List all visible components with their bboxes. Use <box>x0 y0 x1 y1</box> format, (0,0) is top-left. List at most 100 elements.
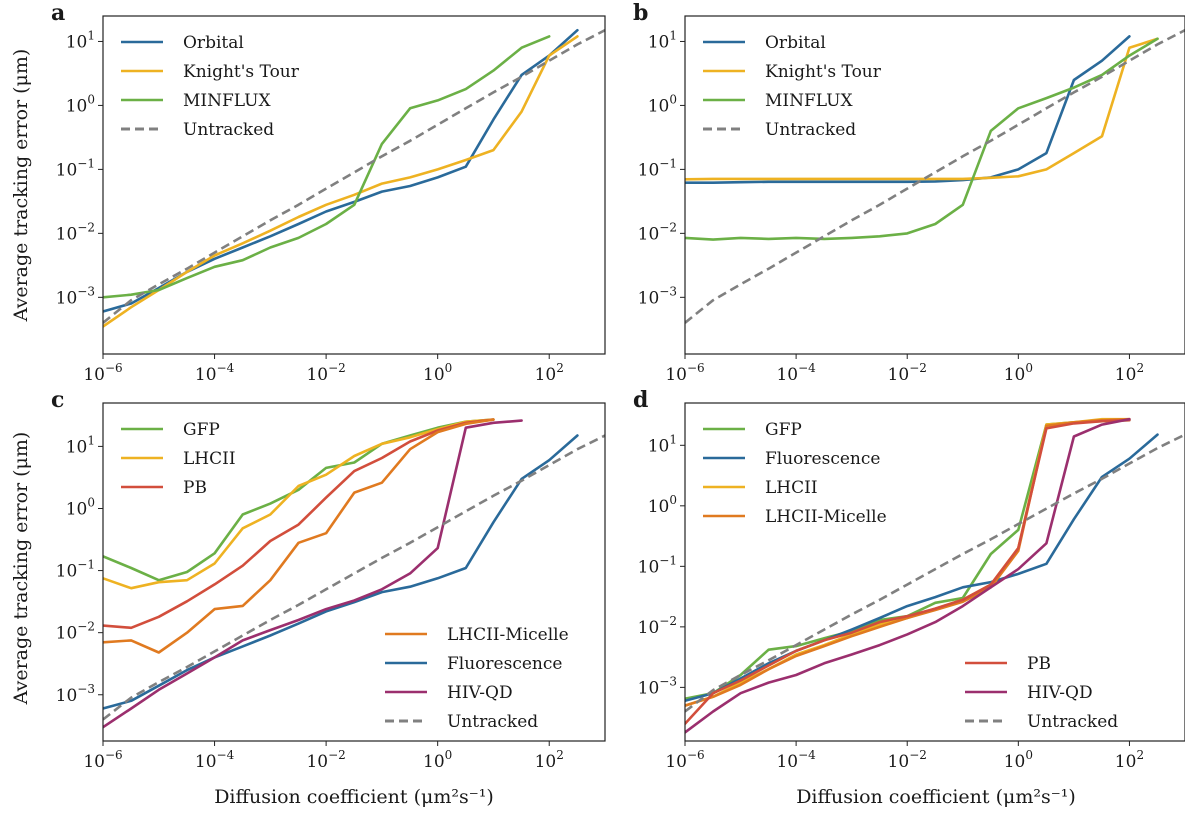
series-untracked <box>685 433 1185 713</box>
series-untracked <box>103 434 605 721</box>
series-minflux <box>685 37 1159 241</box>
y-tick-label: 10−1 <box>638 553 677 577</box>
legend-upper-left: GFP LHCII PB <box>121 420 236 498</box>
series-pb <box>685 418 1131 726</box>
y-tick-label: 10−2 <box>638 614 677 638</box>
series-lhcii <box>685 417 1131 707</box>
legend-entry: HIV-QD <box>447 683 513 703</box>
x-tick-label: 10−2 <box>888 748 927 772</box>
legend-entry: Orbital <box>765 33 826 53</box>
plot-frame <box>684 402 1185 742</box>
y-tick-label: 10−3 <box>638 284 677 308</box>
y-tick-label: 10−3 <box>56 682 95 706</box>
series-group <box>103 28 605 328</box>
x-tick-label: 10−4 <box>776 361 816 385</box>
series-gfp <box>103 418 495 582</box>
y-tick-label: 100 <box>648 493 677 517</box>
series-group <box>685 417 1185 734</box>
y-tick-label: 10−1 <box>638 156 677 180</box>
y-tick-label: 100 <box>66 92 95 116</box>
x-tick-label: 10−4 <box>195 748 235 772</box>
series-hiv-qd <box>103 419 523 729</box>
legend-entry: Untracked <box>183 120 274 140</box>
x-tick-label: 10−6 <box>665 361 704 385</box>
legend-entry: HIV-QD <box>1027 683 1093 703</box>
series-untracked <box>103 29 605 324</box>
y-tick-label: 10−1 <box>56 558 95 582</box>
legend-entry: LHCII-Micelle <box>447 625 569 645</box>
plot-frame <box>102 15 606 355</box>
series-lhcii <box>103 418 495 590</box>
x-tick-label: 10−4 <box>195 361 235 385</box>
panel-label: a <box>51 0 65 26</box>
legend-entry: MINFLUX <box>183 91 271 111</box>
y-tick-label: 10−3 <box>638 674 677 698</box>
legend-entry: Untracked <box>1027 712 1118 732</box>
x-tick-label: 10−6 <box>665 748 704 772</box>
legend-entry: Fluorescence <box>447 654 562 674</box>
legend-upper-left: Orbital Knight's Tour MINFLUX Untracked <box>121 33 300 140</box>
x-tick-label: 100 <box>1004 361 1033 385</box>
y-tick-label: 101 <box>66 28 95 52</box>
legend-entry: Untracked <box>765 120 856 140</box>
panel-label: d <box>633 387 648 413</box>
series-untracked <box>685 29 1185 324</box>
legend-entry: LHCII-Micelle <box>765 507 887 527</box>
y-tick-label: 101 <box>648 432 677 456</box>
legend-lower-right: LHCII-Micelle Fluorescence HIV-QD Untracked <box>385 625 569 732</box>
panel-label: b <box>633 0 648 26</box>
x-tick-label: 100 <box>423 361 452 385</box>
legend-entry: MINFLUX <box>765 91 853 111</box>
series-group <box>685 29 1185 324</box>
series-gfp <box>685 418 1131 701</box>
series-hiv-qd <box>685 417 1131 734</box>
x-tick-label: 100 <box>1004 748 1033 772</box>
y-tick-label: 101 <box>66 433 95 457</box>
x-tick-label: 100 <box>423 748 452 772</box>
legend-upper-left: Orbital Knight's Tour MINFLUX Untracked <box>703 33 882 140</box>
legend-entry: Knight's Tour <box>765 62 882 82</box>
series-lhcii-micelle <box>103 418 495 654</box>
series-minflux <box>103 35 551 299</box>
y-tick-label: 100 <box>66 495 95 519</box>
x-tick-label: 10−6 <box>83 361 122 385</box>
y-tick-label: 10−2 <box>56 220 95 244</box>
y-tick-label: 10−2 <box>638 220 677 244</box>
x-tick-label: 10−2 <box>306 361 345 385</box>
series-fluorescence <box>685 433 1159 703</box>
legend-entry: Untracked <box>447 712 538 732</box>
legend-entry: GFP <box>183 420 220 440</box>
series-orbital <box>685 35 1131 184</box>
series-knight-s-tour <box>685 37 1159 181</box>
legend-entry: PB <box>183 478 207 498</box>
plot-frame <box>102 402 606 742</box>
legend-entry: Orbital <box>183 33 244 53</box>
x-tick-label: 102 <box>1115 748 1144 772</box>
legend-entry: PB <box>1027 654 1051 674</box>
legend-entry: Knight's Tour <box>183 62 300 82</box>
legend-entry: GFP <box>765 420 802 440</box>
legend-lower-right: PB HIV-QD Untracked <box>965 654 1118 732</box>
y-tick-label: 101 <box>648 28 677 52</box>
x-axis-label-left: Diffusion coefficient (μm²s⁻¹) <box>214 786 494 808</box>
y-axis-label-top: Average tracking error (μm) <box>10 49 32 323</box>
x-tick-label: 102 <box>1115 361 1144 385</box>
x-tick-label: 10−2 <box>306 748 345 772</box>
y-tick-label: 10−2 <box>56 620 95 644</box>
y-tick-label: 100 <box>648 92 677 116</box>
x-tick-label: 102 <box>535 748 564 772</box>
series-fluorescence <box>103 434 579 710</box>
series-pb <box>103 418 495 630</box>
x-tick-label: 102 <box>535 361 564 385</box>
y-axis-label-bottom: Average tracking error (μm) <box>10 432 32 706</box>
x-tick-label: 10−4 <box>776 748 816 772</box>
x-axis-label-right: Diffusion coefficient (μm²s⁻¹) <box>796 786 1076 808</box>
x-tick-label: 10−6 <box>83 748 122 772</box>
plot-frame <box>684 15 1185 355</box>
legend-entry: LHCII <box>183 449 236 469</box>
y-tick-label: 10−3 <box>56 284 95 308</box>
